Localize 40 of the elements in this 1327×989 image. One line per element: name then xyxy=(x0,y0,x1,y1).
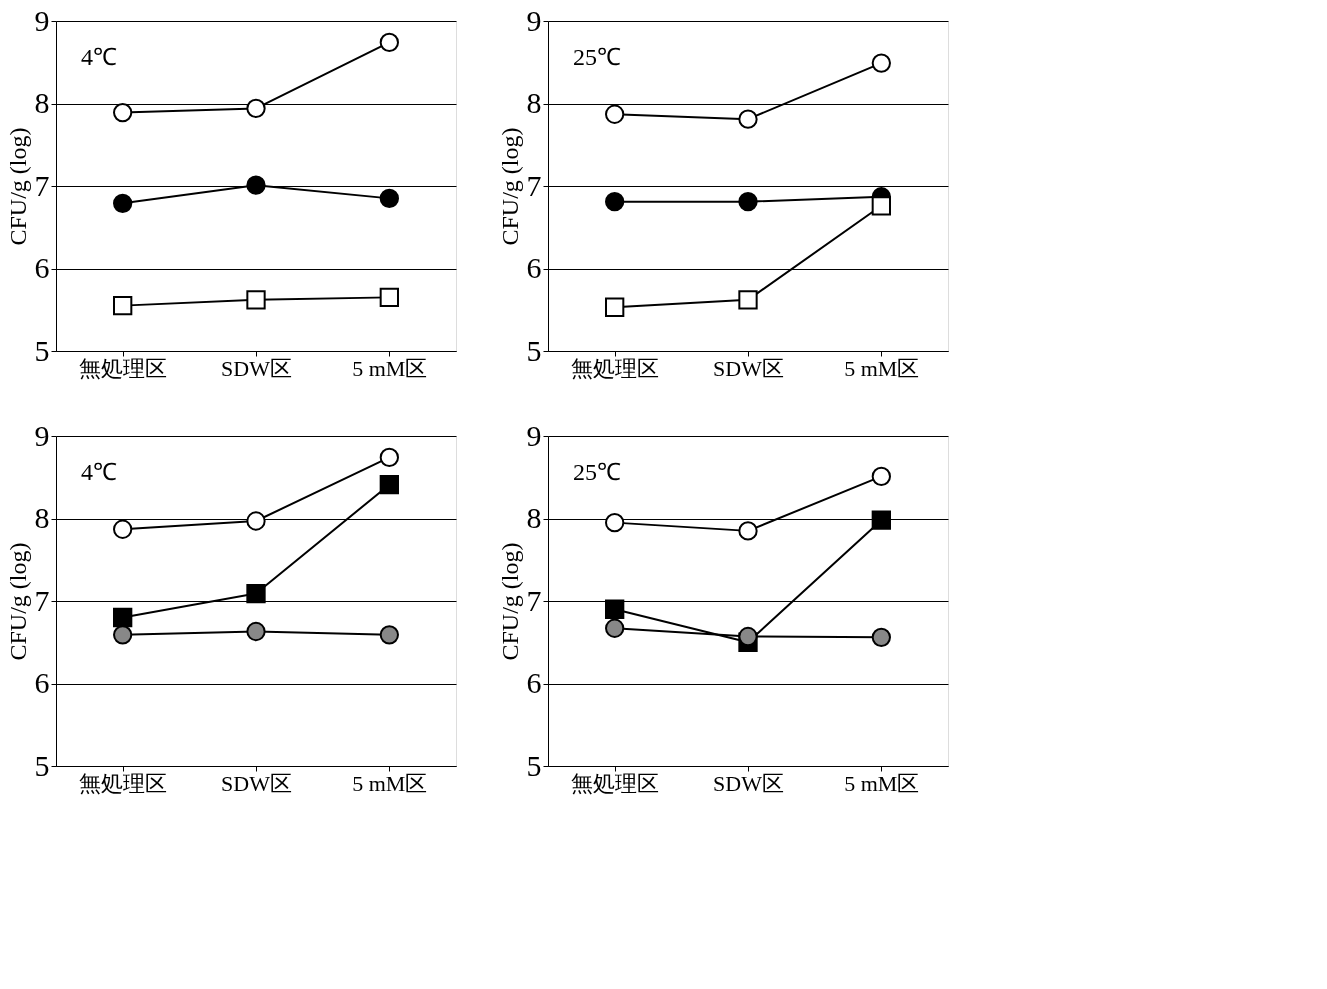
y-tick-label: 6 xyxy=(526,251,542,284)
annotation: 25℃ xyxy=(573,44,621,70)
y-tick-label: 7 xyxy=(34,168,50,202)
y-tick-label: 9 xyxy=(34,3,50,37)
y-tick-label: 6 xyxy=(526,666,542,699)
x-tick-label: 無処理区 xyxy=(79,355,168,381)
x-tick-label: SDW区 xyxy=(713,355,784,381)
y-tick-label: 5 xyxy=(34,333,50,367)
x-tick-label: SDW区 xyxy=(221,355,292,381)
y-tick-label: 7 xyxy=(34,583,50,617)
y-axis-title: CFU/g (log) xyxy=(496,127,523,246)
y-tick-label: 7 xyxy=(526,583,542,617)
y-tick-label: 9 xyxy=(526,3,542,37)
x-tick-label: 5 mM区 xyxy=(352,355,428,381)
y-tick-label: 5 xyxy=(526,333,542,367)
y-tick-label: 6 xyxy=(34,666,50,699)
y-tick-label: 9 xyxy=(526,418,542,452)
y-tick-label: 8 xyxy=(34,86,50,119)
x-tick-label: 5 mM区 xyxy=(844,770,920,796)
x-tick-label: 無処理区 xyxy=(571,770,660,796)
annotation: 25℃ xyxy=(573,459,621,485)
y-tick-label: 6 xyxy=(34,251,50,284)
y-tick-label: 8 xyxy=(34,501,50,534)
y-tick-label: 9 xyxy=(34,418,50,452)
annotation: 4℃ xyxy=(81,459,117,485)
x-tick-label: 5 mM区 xyxy=(844,355,920,381)
y-tick-label: 8 xyxy=(526,86,542,119)
x-tick-label: 無処理区 xyxy=(79,770,168,796)
y-axis-title: CFU/g (log) xyxy=(4,127,31,246)
y-tick-label: 8 xyxy=(526,501,542,534)
y-axis-title: CFU/g (log) xyxy=(496,542,523,661)
x-tick-label: 5 mM区 xyxy=(352,770,428,796)
x-tick-label: SDW区 xyxy=(713,770,784,796)
y-tick-label: 5 xyxy=(34,748,50,782)
y-axis-title: CFU/g (log) xyxy=(4,542,31,661)
x-tick-label: 無処理区 xyxy=(571,355,660,381)
y-tick-label: 5 xyxy=(526,748,542,782)
annotation: 4℃ xyxy=(81,44,117,70)
y-tick-label: 7 xyxy=(526,168,542,202)
x-tick-label: SDW区 xyxy=(221,770,292,796)
